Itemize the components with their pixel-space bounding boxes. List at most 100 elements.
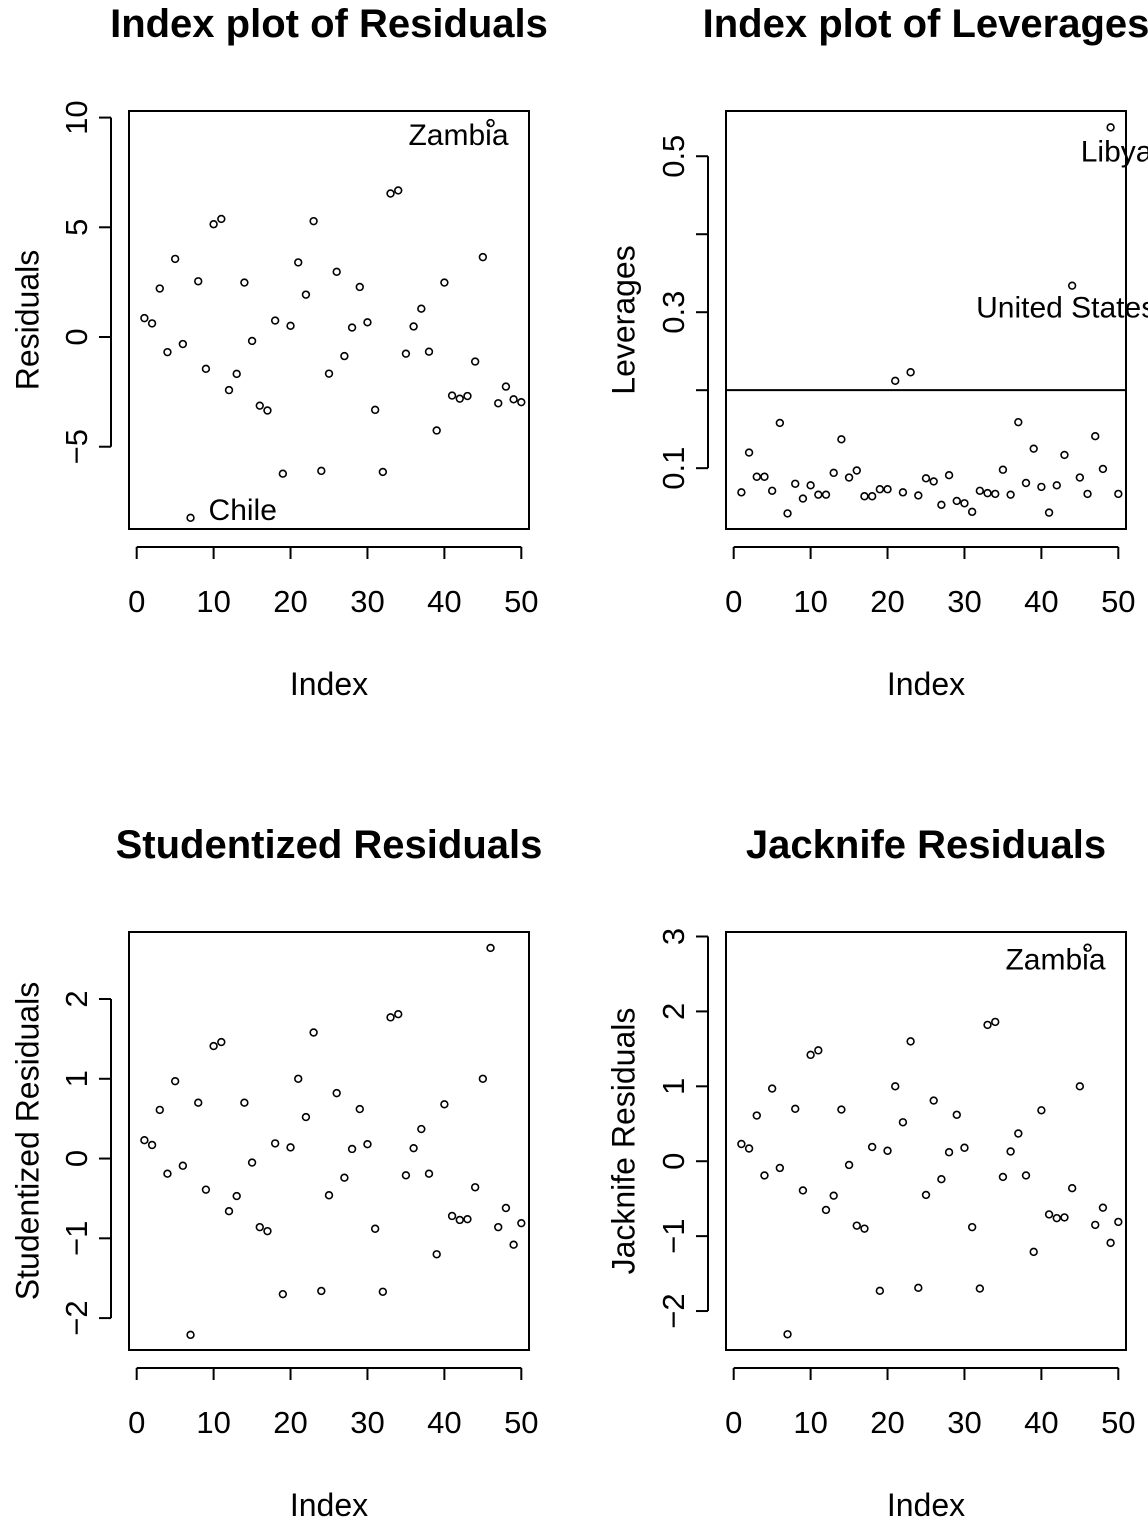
data-point xyxy=(309,1028,318,1037)
panel-3: Studentized Residuals 0 10 20 30 40 50 −2 −1 0 1 2 I… xyxy=(9,823,542,1521)
data-point xyxy=(1060,1213,1069,1222)
data-point xyxy=(867,1142,877,1152)
data-point xyxy=(194,1098,203,1107)
data-point xyxy=(486,943,495,953)
data-point xyxy=(867,492,877,501)
data-point xyxy=(875,1286,885,1296)
data-point xyxy=(937,500,946,510)
data-point xyxy=(752,1111,761,1120)
x-tick-label: 30 xyxy=(350,584,384,619)
data-point xyxy=(478,1074,488,1083)
data-point xyxy=(470,357,480,366)
data-point xyxy=(332,1088,341,1098)
data-point xyxy=(829,1191,838,1200)
data-point xyxy=(775,1163,785,1173)
x-axis-label: Index xyxy=(887,1487,965,1521)
y-tick-label: 1 xyxy=(656,1078,691,1095)
x-tick-label: 30 xyxy=(947,1405,981,1440)
data-point xyxy=(401,349,411,358)
data-point xyxy=(821,490,831,499)
x-tick-label: 40 xyxy=(427,584,461,619)
data-point xyxy=(247,1158,257,1167)
data-point xyxy=(270,316,280,325)
data-point xyxy=(960,499,969,508)
data-point xyxy=(821,1205,831,1215)
data-point xyxy=(1006,490,1015,499)
panel-1: Index plot of Residuals 0 10 20 30 40 50 −5 0 5 10… xyxy=(9,2,547,702)
data-point xyxy=(263,1226,272,1236)
data-point xyxy=(1083,943,1092,952)
data-point xyxy=(883,485,892,494)
data-point xyxy=(991,1017,1000,1027)
data-point xyxy=(921,474,931,483)
x-tick-label: 10 xyxy=(793,1405,827,1440)
data-point xyxy=(232,369,241,379)
data-point xyxy=(998,465,1008,474)
y-axis-label: Studentized Residuals xyxy=(9,982,45,1300)
data-point xyxy=(355,1104,364,1114)
y-tick-label: −5 xyxy=(59,429,94,464)
x-axis-label: Index xyxy=(290,666,368,702)
data-point xyxy=(370,1224,380,1233)
data-point xyxy=(155,1105,164,1115)
y-tick-label: −2 xyxy=(656,1293,691,1328)
data-point xyxy=(1029,1247,1038,1257)
data-point xyxy=(1091,1220,1100,1230)
y-tick-label: 1 xyxy=(59,1070,94,1087)
panel-2: Index plot of Leverages 0 10 20 30 40 50 0.1 0.3… xyxy=(605,2,1148,702)
point-annotation: Libya xyxy=(1081,135,1148,168)
data-point xyxy=(363,318,372,327)
point-annotation: Zambia xyxy=(1005,944,1105,977)
data-point xyxy=(170,254,180,264)
data-point xyxy=(170,1076,180,1086)
data-point xyxy=(155,284,164,293)
data-point xyxy=(401,1171,411,1180)
data-point xyxy=(898,488,908,497)
data-point xyxy=(247,336,257,346)
data-point xyxy=(837,1105,846,1114)
data-point xyxy=(1106,123,1115,132)
chart-title: Studentized Residuals xyxy=(116,823,543,867)
data-point xyxy=(332,267,341,277)
data-point xyxy=(240,278,249,287)
data-point xyxy=(1098,1203,1108,1212)
data-point xyxy=(140,313,149,323)
data-point xyxy=(317,466,326,476)
data-point xyxy=(1075,473,1085,482)
data-point xyxy=(409,322,418,331)
data-point xyxy=(1052,481,1061,490)
data-point xyxy=(1037,482,1046,492)
data-point xyxy=(294,1074,303,1083)
x-tick-label: 0 xyxy=(725,584,742,619)
data-point xyxy=(983,1020,992,1030)
y-tick-label: −1 xyxy=(59,1221,94,1256)
y-tick-label: 0.5 xyxy=(656,135,691,178)
data-point xyxy=(324,1191,334,1200)
data-point xyxy=(1060,450,1069,460)
data-point xyxy=(209,220,218,229)
data-point xyxy=(463,391,472,401)
x-tick-label: 20 xyxy=(273,584,307,619)
data-point xyxy=(1014,1129,1023,1138)
data-point xyxy=(760,1171,769,1180)
data-point xyxy=(975,1284,985,1293)
data-point xyxy=(440,1100,449,1109)
data-point xyxy=(1075,1082,1085,1091)
data-point xyxy=(806,481,815,490)
y-tick-label: 0 xyxy=(59,328,94,345)
data-point xyxy=(424,1169,434,1178)
data-point xyxy=(1052,1213,1061,1223)
y-tick-label: 2 xyxy=(59,990,94,1007)
data-point xyxy=(760,472,769,481)
data-point xyxy=(791,1104,800,1113)
data-point xyxy=(455,394,464,403)
data-point xyxy=(217,214,226,224)
data-point xyxy=(883,1146,892,1155)
data-point xyxy=(991,489,1000,499)
data-point xyxy=(494,399,503,408)
data-point xyxy=(501,382,511,391)
data-point xyxy=(1044,508,1054,517)
data-point xyxy=(317,1286,326,1296)
data-point xyxy=(767,486,777,495)
x-tick-label: 0 xyxy=(128,1405,145,1440)
